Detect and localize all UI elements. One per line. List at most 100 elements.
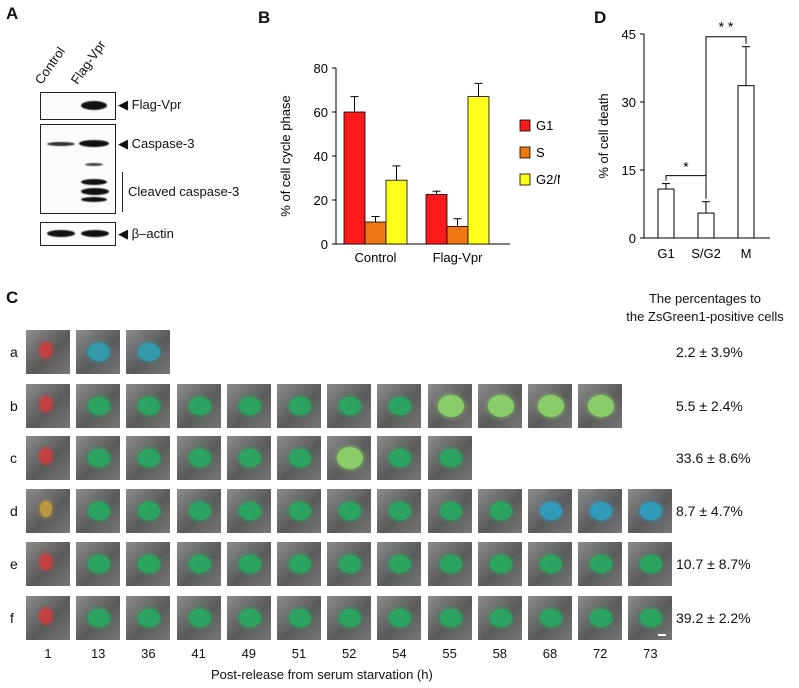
cell-frame [126, 384, 171, 428]
row-percentage-a: 2.2 ± 3.9% [676, 344, 743, 360]
timepoint-label: 51 [291, 646, 307, 661]
cell-frame [26, 489, 70, 533]
cell-frame [477, 542, 522, 586]
blot-label-text: Flag-Vpr [131, 97, 182, 112]
timepoint-label: 13 [90, 646, 106, 661]
cell-nucleus [590, 502, 613, 520]
timepoint-label: 52 [341, 646, 357, 661]
cell-frame [528, 596, 572, 640]
blot-flag-vpr [40, 92, 116, 120]
cell-nucleus [439, 609, 462, 627]
cell-frame [578, 596, 623, 640]
lane-label-flag-vpr: Flag-Vpr [67, 37, 109, 87]
bar-G2M-Flag-Vpr [467, 96, 490, 245]
cell-frame [277, 596, 321, 640]
cell-frame [176, 489, 221, 533]
significance-bracket [665, 175, 707, 199]
cell-frame [327, 436, 372, 480]
y-tick-label: 80 [314, 61, 328, 76]
significance-bracket [705, 36, 747, 178]
cell-nucleus [289, 397, 311, 415]
row-percentage-b: 5.5 ± 2.4% [676, 398, 743, 414]
cell-frame [427, 436, 472, 480]
cell-nucleus [40, 608, 52, 624]
y-tick-label: 40 [314, 149, 328, 164]
cell-frame [427, 384, 472, 428]
cell-frame [477, 489, 522, 533]
y-tick-label: 20 [314, 193, 328, 208]
timepoint-label: 41 [191, 646, 206, 661]
cell-nucleus [389, 449, 412, 467]
row-label-a: a [10, 344, 18, 360]
cell-frame [427, 596, 472, 640]
cell-frame [578, 489, 623, 533]
cell-frame [377, 542, 422, 586]
y-tick-label: 60 [314, 105, 328, 120]
y-tick-label: 0 [321, 237, 328, 252]
bar-G1 [657, 188, 675, 239]
legend-swatch [519, 119, 531, 132]
cell-nucleus [88, 449, 111, 467]
cell-frame [126, 489, 171, 533]
timepoint-label: 54 [392, 646, 407, 661]
timepoint-label: 1 [44, 646, 52, 661]
cell-death-bar-chart: 0 15 30 45 % of cell death G1 S/G2 M * * * [596, 20, 770, 261]
legend-label: G2/M [536, 172, 560, 187]
cell-frame [327, 489, 372, 533]
cell-frame [76, 436, 121, 480]
arrow-left-icon: ◀ [118, 136, 128, 151]
y-tick-label: 30 [622, 95, 636, 110]
cell-nucleus [88, 609, 111, 627]
cell-frame [578, 384, 623, 428]
timepoint-label: 58 [492, 646, 508, 661]
cell-nucleus [188, 502, 211, 520]
cell-frame [176, 436, 221, 480]
cell-frame [578, 542, 623, 586]
y-tick-label: 0 [629, 231, 636, 246]
cell-nucleus [337, 447, 364, 469]
band [81, 101, 107, 110]
cell-nucleus [339, 555, 362, 573]
cell-nucleus [437, 395, 464, 417]
cell-nucleus [590, 555, 613, 573]
legend-label: G1 [536, 118, 553, 133]
legend-label: S [536, 145, 545, 160]
band [47, 142, 75, 146]
bar-S-Flag-Vpr [446, 225, 469, 245]
row-percentage-d: 8.7 ± 4.7% [676, 503, 743, 519]
scale-bar [658, 634, 667, 636]
x-tick-label: G1 [657, 246, 674, 261]
arrow-left-icon: ◀ [118, 226, 128, 241]
cell-nucleus [188, 555, 211, 573]
blot-label-text: β–actin [131, 226, 174, 241]
y-axis-label: % of cell cycle phase [278, 95, 293, 216]
percent-header-line2: the ZsGreen1-positive cells [626, 309, 784, 324]
cell-frame [26, 330, 70, 374]
bar-S-Control [364, 221, 387, 245]
cell-nucleus [339, 502, 362, 520]
blot-label-text: Caspase-3 [131, 136, 195, 151]
cell-nucleus [238, 609, 261, 627]
cell-nucleus [540, 502, 562, 520]
cell-nucleus [138, 502, 161, 520]
cell-frame [176, 596, 221, 640]
cell-nucleus [289, 449, 311, 467]
row-label-e: e [10, 556, 18, 572]
cell-frame [277, 384, 321, 428]
cell-nucleus [487, 395, 514, 417]
cell-nucleus [640, 609, 663, 627]
band [47, 230, 75, 237]
bar-G1-Control [343, 111, 366, 245]
cell-frame [76, 330, 121, 374]
cell-nucleus [88, 502, 111, 520]
cell-nucleus [88, 397, 111, 415]
panel-c-xlabel: Post-release from serum starvation (h) [211, 667, 433, 682]
cell-frame [477, 384, 522, 428]
row-percentage-f: 39.2 ± 2.2% [676, 610, 751, 626]
cell-nucleus [489, 502, 512, 520]
blot-label-beta-actin: ◀ β–actin [118, 226, 174, 242]
panel-c-label: C [6, 288, 19, 307]
band [79, 140, 109, 147]
cell-frame [176, 542, 221, 586]
cell-frame [377, 489, 422, 533]
